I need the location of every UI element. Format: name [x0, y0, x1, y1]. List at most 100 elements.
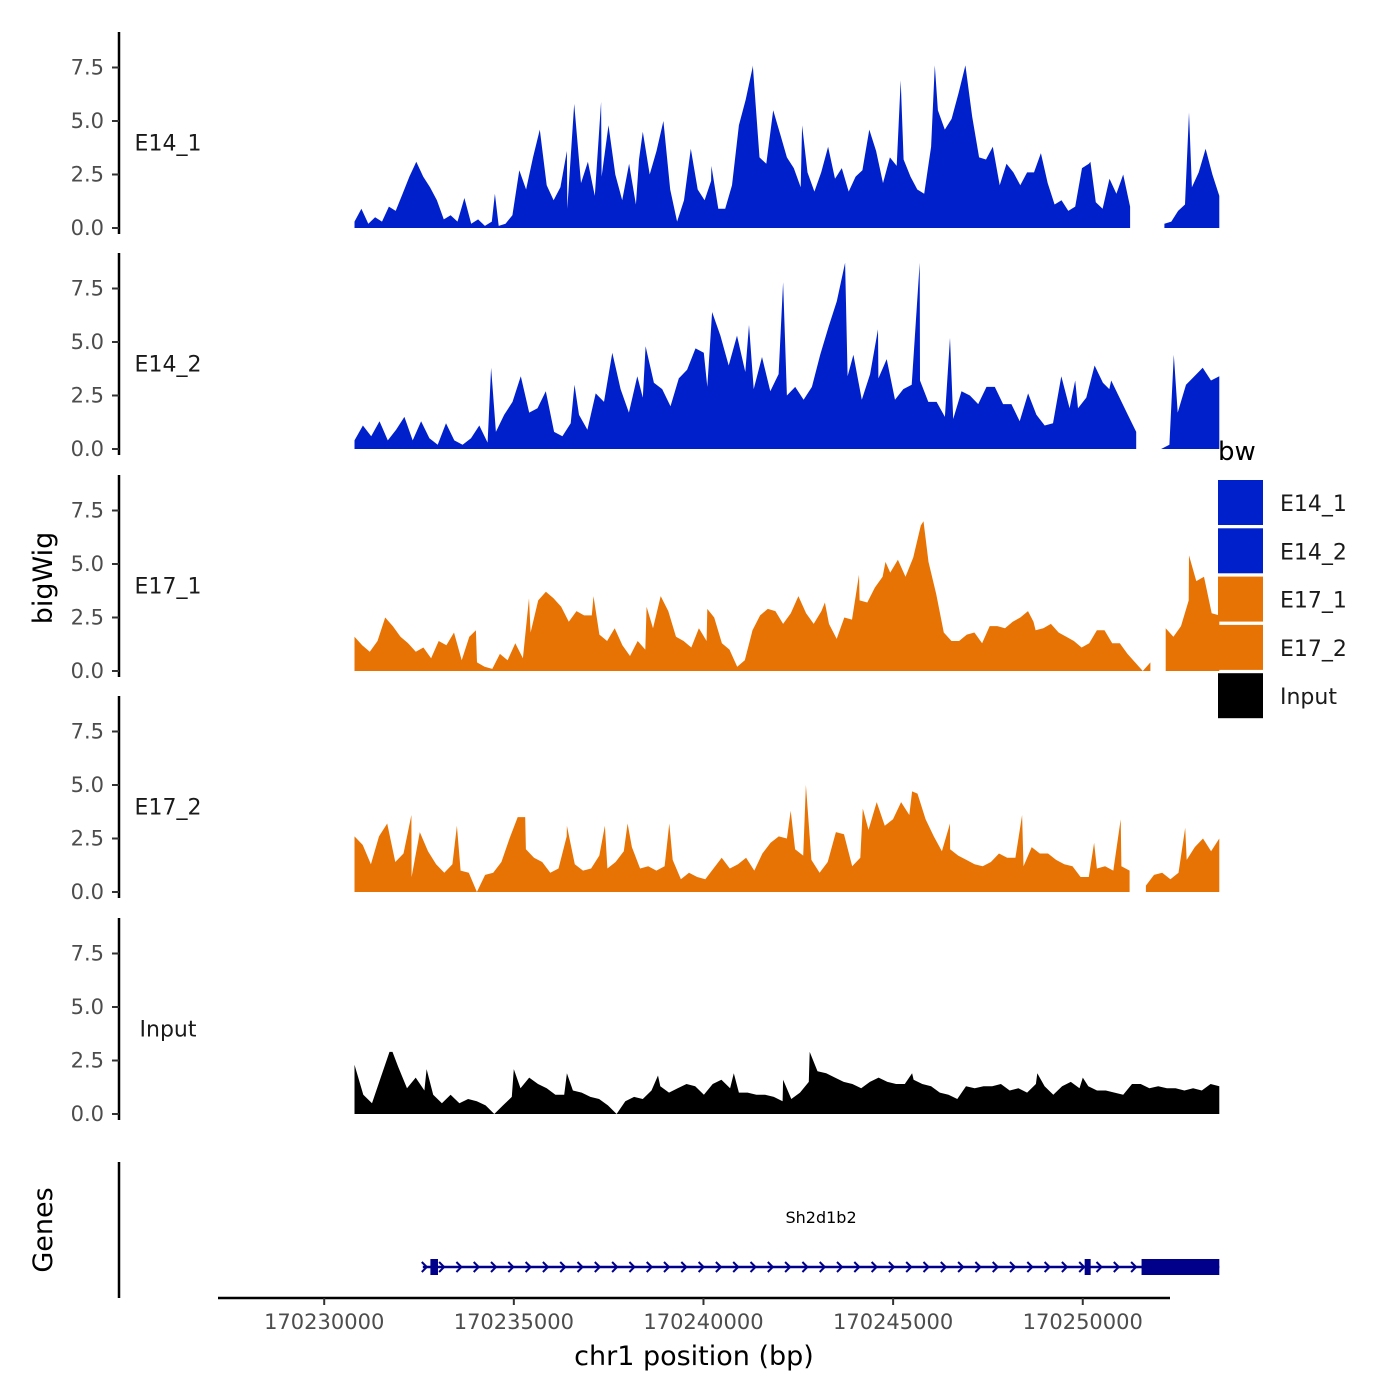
strand-arrow	[801, 1261, 809, 1273]
legend-label: E17_2	[1280, 637, 1347, 662]
strand-arrow	[490, 1261, 498, 1273]
strand-arrow	[1130, 1261, 1138, 1273]
y-tick-label: 2.5	[71, 606, 104, 630]
legend-label: E17_1	[1280, 589, 1347, 614]
y-tick-label: 0.0	[71, 216, 104, 240]
strand-arrow	[922, 1261, 930, 1273]
legend-label: E14_1	[1280, 492, 1347, 517]
legend: bw E14_1 E14_2 E17_1 E17_2 Input	[1218, 437, 1347, 719]
strand-arrow	[974, 1261, 982, 1273]
y-tick-label: 5.0	[71, 995, 104, 1019]
x-axis: 170230000 170235000 170240000 170245000 1702…	[218, 1296, 1170, 1334]
strand-arrow	[455, 1261, 463, 1273]
strand-arrow	[507, 1261, 515, 1273]
strand-arrow	[940, 1261, 948, 1273]
strand-arrow	[749, 1261, 757, 1273]
strand-arrow	[472, 1261, 481, 1273]
y-tick-label: 2.5	[71, 163, 104, 187]
legend-swatch	[1218, 480, 1263, 525]
strand-arrow	[438, 1261, 446, 1273]
strand-arrow	[1113, 1261, 1121, 1273]
y-tick-label: 0.0	[71, 1102, 104, 1126]
y-tick-label: 7.5	[71, 277, 104, 301]
strand-arrow	[1061, 1261, 1069, 1273]
coverage-area	[354, 521, 1151, 671]
y-tick-label: 2.5	[71, 827, 104, 851]
track-e17-1: 0.0 2.5 5.0 7.5 E17_1	[71, 475, 1220, 683]
x-tick-label: 170245000	[833, 1310, 953, 1334]
strand-arrow	[594, 1261, 602, 1273]
coverage-area	[1164, 112, 1220, 228]
strand-arrow	[1009, 1261, 1017, 1273]
strand-arrow	[784, 1261, 792, 1273]
strand-arrow	[767, 1261, 775, 1273]
track-e14-1: 0.0 2.5 5.0 7.5 E14_1	[71, 32, 1220, 240]
coverage-tracks: 0.0 2.5 5.0 7.5 E14_1 0.0 2.5 5.0 7.5 E14_2 0.0 2.5…	[71, 32, 1220, 1126]
gene-track: Sh2d1b2	[117, 1162, 1220, 1298]
strand-arrow	[905, 1261, 913, 1273]
y-tick-label: 5.0	[71, 109, 104, 133]
strand-arrow	[559, 1261, 567, 1273]
legend-swatch	[1218, 528, 1263, 574]
strand-arrow	[991, 1261, 1000, 1273]
strand-arrow	[1095, 1261, 1103, 1273]
strand-arrow	[818, 1261, 827, 1273]
y-axis-title: bigWig	[28, 532, 59, 625]
strand-arrow	[732, 1261, 740, 1273]
strand-arrow	[888, 1261, 896, 1273]
y-tick-label: 7.5	[71, 942, 104, 966]
track-label: E17_1	[135, 574, 202, 599]
legend-swatch	[1218, 624, 1263, 670]
gene-exon	[1084, 1259, 1091, 1275]
x-tick-label: 170230000	[264, 1310, 384, 1334]
track-label: E17_2	[135, 795, 202, 820]
strand-arrow	[611, 1261, 619, 1273]
y-tick-label: 5.0	[71, 773, 104, 797]
strand-arrow	[628, 1261, 636, 1273]
track-label: E14_2	[135, 352, 202, 377]
legend-swatch	[1218, 576, 1263, 622]
strand-arrow	[1043, 1261, 1052, 1273]
legend-title: bw	[1218, 437, 1256, 467]
legend-label: E14_2	[1280, 540, 1347, 565]
strand-arrow	[853, 1261, 861, 1273]
strand-arrow	[680, 1261, 688, 1273]
track-label: Input	[140, 1017, 197, 1042]
strand-arrow	[524, 1261, 533, 1273]
y-tick-label: 0.0	[71, 437, 104, 461]
y-tick-label: 0.0	[71, 880, 104, 904]
strand-arrow	[663, 1261, 671, 1273]
gene-exon	[1141, 1259, 1220, 1275]
coverage-area	[1145, 827, 1220, 892]
x-tick-label: 170240000	[643, 1310, 763, 1334]
y-tick-label: 2.5	[71, 1049, 104, 1073]
coverage-area	[354, 1051, 1220, 1114]
strand-arrow	[645, 1261, 654, 1273]
legend-label: Input	[1280, 685, 1337, 710]
y-tick-label: 7.5	[71, 499, 104, 523]
y-tick-label: 7.5	[71, 56, 104, 80]
track-e17-2: 0.0 2.5 5.0 7.5 E17_2	[71, 696, 1220, 904]
strand-arrow	[957, 1261, 965, 1273]
strand-arrow	[870, 1261, 879, 1273]
y-tick-label: 5.0	[71, 330, 104, 354]
y-tick-label: 7.5	[71, 720, 104, 744]
gene-exon	[430, 1259, 438, 1275]
y-tick-label: 2.5	[71, 384, 104, 408]
strand-arrow	[697, 1261, 706, 1273]
strand-arrow	[836, 1261, 844, 1273]
strand-arrow	[1078, 1261, 1086, 1273]
track-label: E14_1	[135, 131, 202, 156]
strand-arrow	[421, 1261, 429, 1273]
coverage-area	[354, 65, 1131, 229]
x-axis-title: chr1 position (bp)	[574, 1341, 814, 1372]
strand-arrow	[576, 1261, 584, 1273]
strand-arrow	[715, 1261, 723, 1273]
legend-swatch	[1218, 673, 1263, 719]
y-tick-label: 0.0	[71, 659, 104, 683]
coverage-area	[1165, 555, 1220, 671]
coverage-area	[354, 262, 1137, 449]
genes-axis-title: Genes	[28, 1187, 59, 1272]
gene-name-label: Sh2d1b2	[785, 1208, 856, 1227]
